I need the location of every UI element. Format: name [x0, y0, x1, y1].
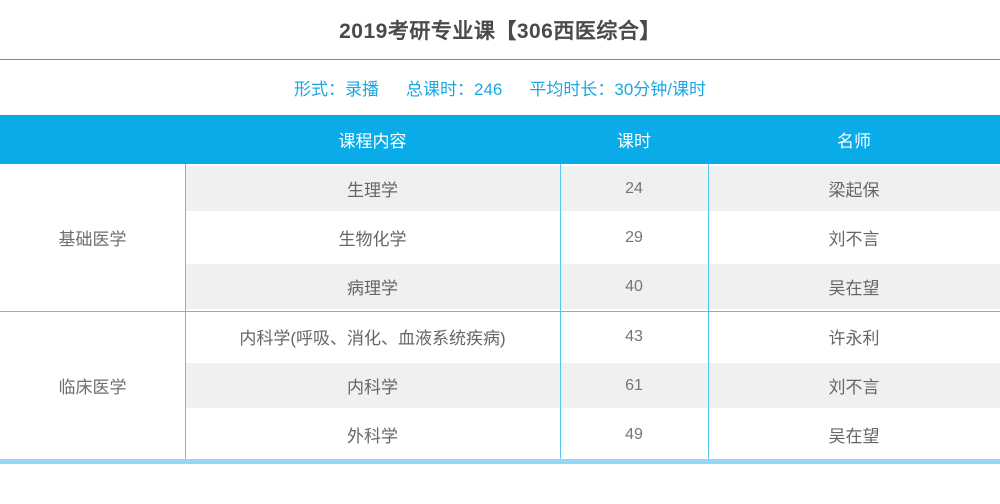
course-name: 生理学 — [347, 181, 398, 200]
category-group-clinical-medicine: 临床医学 内科学(呼吸、消化、血液系统疾病) 43 许永利 内科学 61 刘不言… — [0, 312, 1000, 459]
group-rows: 生理学 24 梁起保 生物化学 29 刘不言 病理学 40 吴在望 — [185, 164, 1000, 311]
course-name: 外科学 — [347, 427, 398, 446]
table-row: 外科学 49 吴在望 — [185, 410, 1000, 459]
hours-column-divider — [560, 164, 561, 459]
course-hours: 40 — [625, 277, 643, 295]
column-header-teacher: 名师 — [837, 132, 871, 151]
table-row: 内科学 61 刘不言 — [185, 361, 1000, 410]
table-body: 基础医学 生理学 24 梁起保 生物化学 29 刘不言 病理学 40 吴在望 — [0, 164, 1000, 459]
group-divider — [0, 311, 1000, 312]
course-hours: 49 — [625, 425, 643, 443]
table-row: 内科学(呼吸、消化、血液系统疾病) 43 许永利 — [185, 312, 1000, 361]
course-hours: 24 — [625, 179, 643, 197]
table-row: 生理学 24 梁起保 — [185, 164, 1000, 213]
title-bar: 2019考研专业课【306西医综合】 — [0, 0, 1000, 60]
teacher-name: 刘不言 — [828, 378, 880, 397]
course-name: 内科学 — [347, 378, 398, 397]
bottom-accent-bar — [0, 459, 1000, 464]
course-hours: 61 — [625, 376, 643, 394]
course-name: 生物化学 — [338, 230, 407, 249]
teacher-name: 梁起保 — [828, 181, 880, 200]
table-header-row: 课程内容 课时 名师 — [0, 115, 1000, 164]
teacher-name: 吴在望 — [828, 279, 880, 298]
meta-avg-duration: 平均时长：30分钟/课时 — [529, 80, 706, 99]
table-row: 病理学 40 吴在望 — [185, 262, 1000, 311]
category-label: 基础医学 — [0, 164, 185, 311]
meta-total-hours: 总课时：246 — [405, 80, 503, 99]
course-name: 病理学 — [347, 279, 398, 298]
course-meta-bar: 形式：录播 总课时：246 平均时长：30分钟/课时 — [0, 60, 1000, 115]
group-rows: 内科学(呼吸、消化、血液系统疾病) 43 许永利 内科学 61 刘不言 外科学 … — [185, 312, 1000, 459]
column-header-hours: 课时 — [617, 132, 651, 151]
table-row: 生物化学 29 刘不言 — [185, 213, 1000, 262]
category-group-basic-medicine: 基础医学 生理学 24 梁起保 生物化学 29 刘不言 病理学 40 吴在望 — [0, 164, 1000, 311]
column-header-content: 课程内容 — [338, 132, 407, 151]
column-header-category-spacer — [0, 115, 185, 164]
teacher-name: 许永利 — [828, 329, 880, 348]
course-hours: 29 — [625, 228, 643, 246]
teacher-name: 刘不言 — [828, 230, 880, 249]
page-title: 2019考研专业课【306西医综合】 — [339, 19, 661, 43]
teacher-column-divider — [708, 164, 709, 459]
course-hours: 43 — [625, 327, 643, 345]
meta-format: 形式：录播 — [293, 80, 379, 99]
course-name: 内科学(呼吸、消化、血液系统疾病) — [239, 329, 506, 348]
category-column-divider — [185, 164, 186, 459]
category-label: 临床医学 — [0, 312, 185, 459]
teacher-name: 吴在望 — [828, 427, 880, 446]
